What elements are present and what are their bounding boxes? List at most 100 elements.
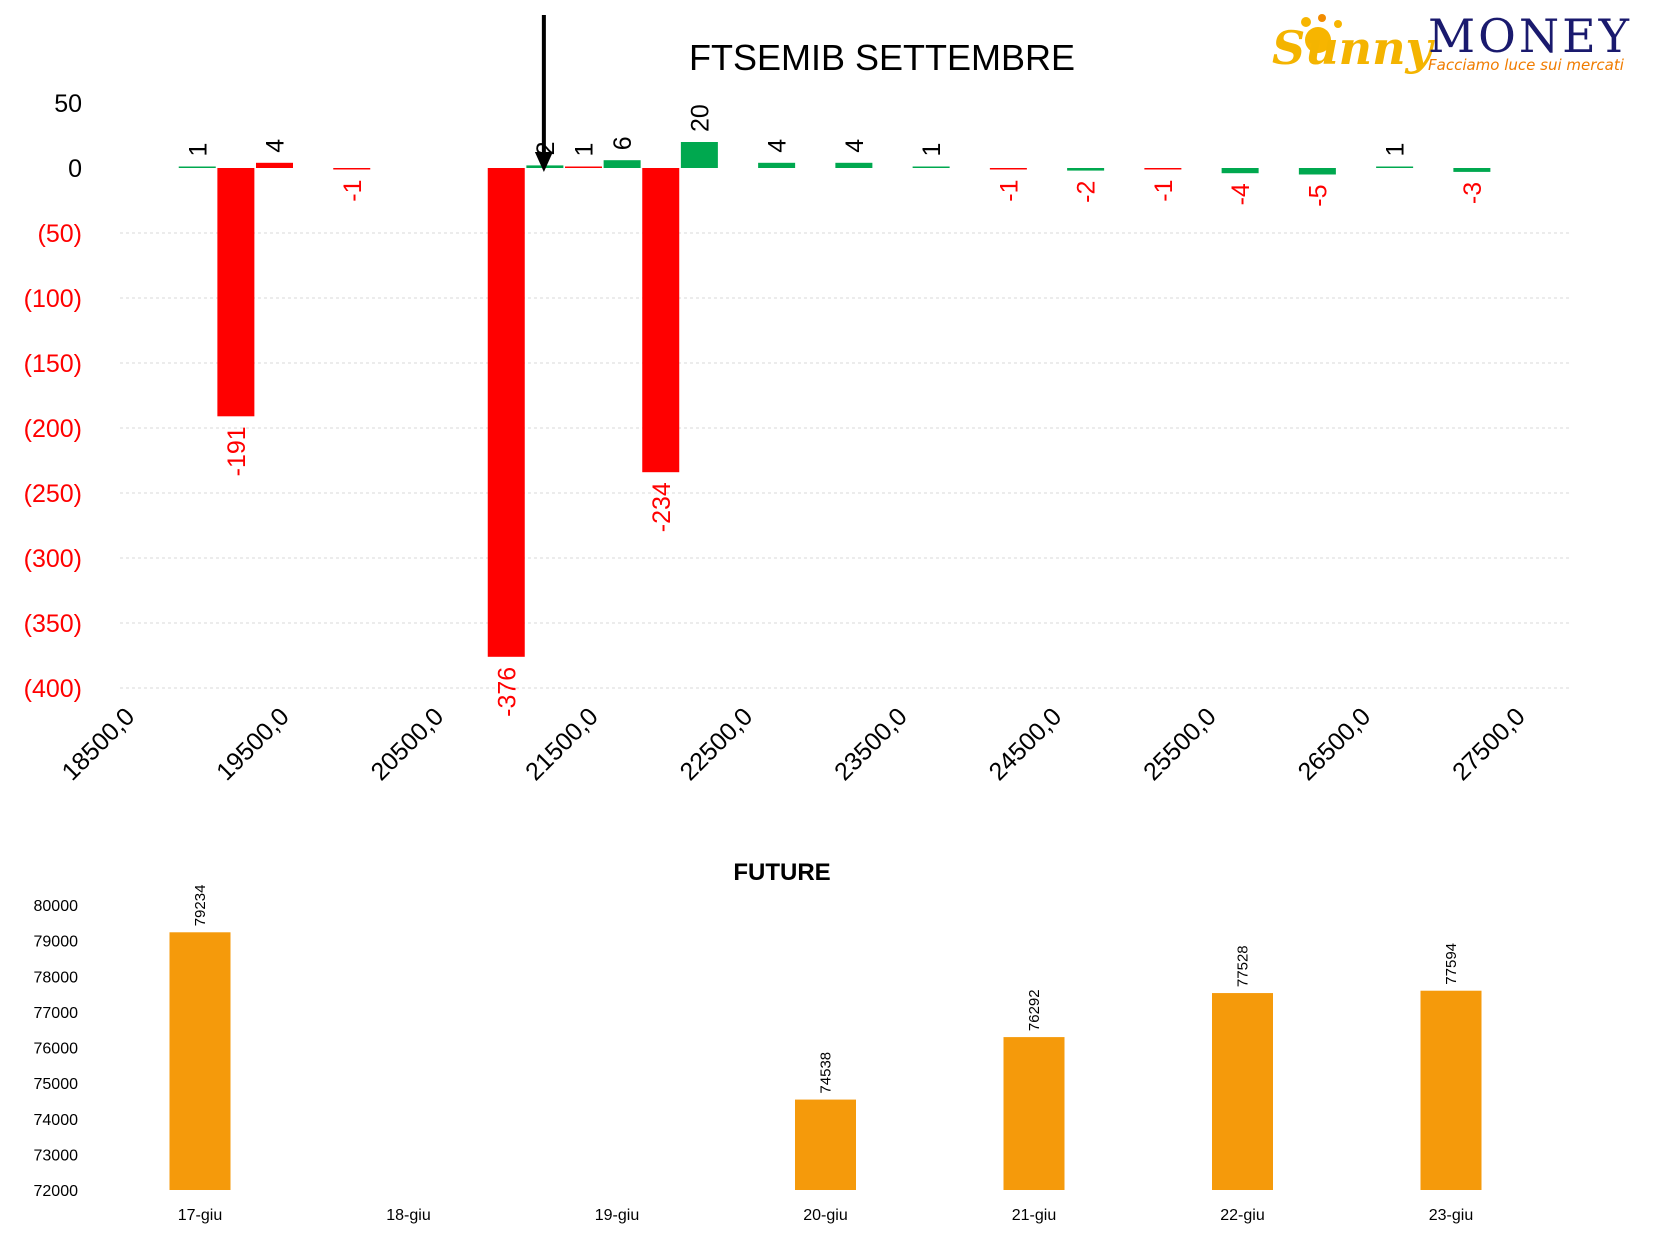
data-label: -5: [1304, 185, 1332, 207]
x-tick-label: 21-giu: [1012, 1207, 1056, 1224]
data-label: 1: [571, 143, 599, 157]
y-tick-label: 80000: [34, 898, 79, 915]
data-label: 4: [262, 139, 290, 153]
bar: [1298, 168, 1336, 175]
x-tick-label: 26500,0: [1293, 702, 1377, 786]
data-label: 6: [609, 136, 637, 150]
bar: [217, 168, 255, 417]
y-tick-label: (300): [24, 545, 82, 573]
x-tick-label: 22500,0: [675, 702, 759, 786]
y-tick-label: 77000: [34, 1005, 79, 1022]
x-tick-label: 27500,0: [1447, 702, 1531, 786]
bar: [989, 168, 1027, 170]
bar: [333, 168, 371, 170]
y-tick-label: (250): [24, 480, 82, 508]
bar: [1376, 166, 1414, 168]
data-label: -191: [223, 426, 251, 476]
bar: [565, 166, 602, 168]
x-tick-label: 22-giu: [1220, 1207, 1264, 1224]
data-label: 77528: [1235, 945, 1252, 987]
y-tick-label: (50): [38, 220, 82, 248]
bar: [169, 932, 231, 1190]
x-tick-label: 20-giu: [803, 1207, 847, 1224]
arrow-head: [534, 152, 553, 172]
bar: [603, 160, 641, 168]
data-label: -234: [648, 482, 676, 532]
data-label: -3: [1459, 182, 1487, 204]
data-label: 76292: [1026, 989, 1043, 1031]
bar: [642, 168, 680, 473]
x-tick-label: 18500,0: [57, 702, 141, 786]
data-label: 20: [686, 104, 714, 132]
options-chart-y-axis: 50 0 (50) (100) (150) (200) (250) (300) (350) (40…: [24, 90, 82, 703]
logo-brand-text: MONEY: [1428, 9, 1632, 63]
x-tick-label: 19500,0: [211, 702, 295, 786]
future-chart-bars: [169, 932, 1482, 1190]
bar: [680, 142, 718, 168]
x-tick-label: 23500,0: [829, 702, 913, 786]
x-tick-label: 19-giu: [595, 1207, 639, 1224]
data-label: 4: [841, 139, 869, 153]
y-tick-label: (100): [24, 285, 82, 313]
options-chart-x-axis: 18500,0 19500,0 20500,0 21500,0 22500,0 23500…: [57, 702, 1531, 786]
data-label: -4: [1227, 183, 1255, 205]
data-label: -1: [995, 180, 1023, 202]
y-tick-label: 50: [54, 90, 82, 118]
y-tick-label: (200): [24, 415, 82, 443]
sunny-money-logo: Sunny MONEY Facciamo luce sui mercati: [1272, 9, 1632, 75]
y-tick-label: (150): [24, 350, 82, 378]
price-marker-arrow-icon: [534, 15, 553, 172]
data-label: 1: [184, 143, 212, 157]
bar: [758, 162, 796, 168]
x-tick-label: 18-giu: [386, 1207, 430, 1224]
y-tick-label: 72000: [34, 1183, 79, 1200]
bar: [487, 168, 525, 657]
future-chart-x-axis: 17-giu 18-giu 19-giu 20-giu 21-giu 22-giu 23-g…: [178, 1207, 1473, 1224]
bar: [1221, 168, 1259, 174]
x-tick-label: 23-giu: [1429, 1207, 1473, 1224]
data-label: 77594: [1443, 943, 1460, 985]
y-tick-label: 73000: [34, 1147, 79, 1164]
bar: [1212, 993, 1273, 1190]
future-chart-data-labels: 79234 74538 76292 77528 77594: [192, 885, 1460, 1094]
x-tick-label: 17-giu: [178, 1207, 222, 1224]
future-chart-title: FUTURE: [733, 859, 830, 886]
bar: [1420, 990, 1482, 1190]
y-tick-label: (400): [24, 675, 82, 703]
x-tick-label: 20500,0: [366, 702, 450, 786]
bar: [835, 162, 873, 168]
y-tick-label: 79000: [34, 934, 79, 951]
bar: [1453, 168, 1491, 172]
y-tick-label: 0: [68, 155, 82, 183]
x-tick-label: 24500,0: [984, 702, 1068, 786]
x-tick-label: 25500,0: [1138, 702, 1222, 786]
bar: [1003, 1037, 1065, 1190]
bar: [912, 166, 950, 168]
data-label: -1: [1150, 180, 1178, 202]
options-chart: FTSEMIB SETTEMBRE 50 0 (50) (100) (150) (200)…: [24, 15, 1572, 786]
y-tick-label: 78000: [34, 969, 79, 986]
logo-script-text: Sunny: [1272, 21, 1436, 75]
future-chart-y-axis: 80000 79000 78000 77000 76000 75000 74000 73000…: [34, 898, 79, 1200]
data-label: 4: [764, 139, 792, 153]
future-chart: FUTURE 80000 79000 78000 77000 76000 75000 740…: [34, 859, 1482, 1224]
x-tick-label: 21500,0: [520, 702, 604, 786]
bar: [795, 1099, 856, 1190]
options-chart-gridlines: [120, 232, 1572, 689]
options-chart-title: FTSEMIB SETTEMBRE: [689, 37, 1075, 78]
options-chart-bars: [178, 142, 1491, 657]
data-label: 1: [918, 143, 946, 157]
y-tick-label: 74000: [34, 1112, 79, 1129]
bar: [1144, 168, 1182, 170]
data-label: 74538: [818, 1052, 835, 1094]
data-label: 1: [1382, 143, 1410, 157]
bar: [256, 162, 293, 168]
sun-icon: [1301, 14, 1342, 53]
logo-tagline: Facciamo luce sui mercati: [1428, 56, 1625, 74]
y-tick-label: (350): [24, 610, 82, 638]
data-label: 79234: [192, 885, 209, 927]
bar: [178, 166, 216, 168]
data-label: -1: [339, 180, 367, 202]
